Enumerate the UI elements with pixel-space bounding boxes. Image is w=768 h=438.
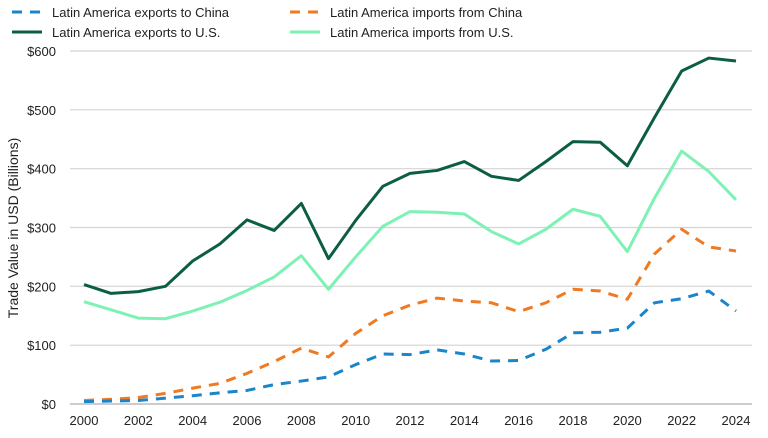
legend-label: Latin America imports from U.S. [330, 25, 514, 40]
x-tick-label: 2008 [287, 413, 316, 428]
x-tick-label: 2010 [341, 413, 370, 428]
y-tick-label: $600 [27, 44, 56, 59]
legend-label: Latin America exports to China [52, 5, 230, 20]
x-tick-label: 2024 [722, 413, 751, 428]
series-line-2 [84, 58, 736, 293]
x-tick-label: 2020 [613, 413, 642, 428]
x-axis-ticks: 2000 2002 2004 2006 2008 2010 2012 2014 2016 2018… [70, 413, 751, 428]
y-tick-label: $500 [27, 103, 56, 118]
y-axis-label: Trade Value in USD (Billions) [5, 138, 21, 319]
x-tick-label: 2006 [233, 413, 262, 428]
x-tick-label: 2012 [396, 413, 425, 428]
series-line-0 [84, 291, 736, 402]
x-tick-label: 2002 [124, 413, 153, 428]
x-tick-label: 2018 [559, 413, 588, 428]
legend-label: Latin America exports to U.S. [52, 25, 220, 40]
y-tick-label: $300 [27, 221, 56, 236]
x-tick-label: 2016 [504, 413, 533, 428]
y-tick-label: $200 [27, 279, 56, 294]
legend-label: Latin America imports from China [330, 5, 523, 20]
y-tick-label: $400 [27, 162, 56, 177]
gridlines [70, 51, 752, 404]
y-tick-label: $0 [42, 397, 56, 412]
series-line-3 [84, 151, 736, 319]
x-tick-label: 2004 [178, 413, 207, 428]
y-tick-label: $100 [27, 338, 56, 353]
x-tick-label: 2022 [667, 413, 696, 428]
legend: Latin America exports to China Latin Amer… [12, 5, 523, 40]
x-tick-label: 2014 [450, 413, 479, 428]
x-tick-label: 2000 [70, 413, 99, 428]
y-axis-ticks: $0 $100 $200 $300 $400 $500 $600 [27, 44, 56, 412]
